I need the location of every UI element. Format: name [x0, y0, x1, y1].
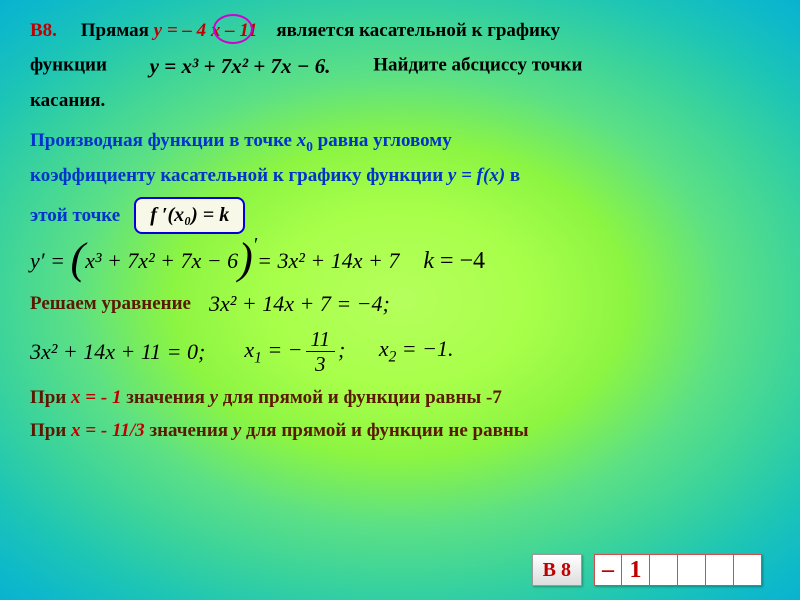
c2b: значения: [149, 420, 232, 441]
solve-row: Решаем уравнение 3x² + 14x + 7 = −4;: [30, 289, 770, 319]
answer-label: В 8: [532, 554, 582, 586]
solutions-line: 3x² + 14x + 11 = 0; x1 = −113; x2 = −1.: [30, 329, 770, 375]
derivative-lhs: y′ = ( x³ + 7x² + 7x − 6 ) ′ = 3x² + 14x…: [30, 248, 399, 274]
problem-text-2a: функции: [30, 54, 107, 75]
theory-line-1: Производная функции в точке x0 равна угл…: [30, 128, 770, 156]
deriv-inner: x³ + 7x² + 7x − 6: [85, 248, 238, 274]
c1-val: x = - 1: [71, 387, 121, 408]
problem-text-1a: Прямая: [81, 20, 149, 41]
k-num: = −4: [434, 248, 485, 274]
theory-text-1a: Производная функции в точке: [30, 130, 297, 151]
theory-text-2c: в: [510, 165, 520, 186]
tangent-line-equation: y = – 4 x – 11: [154, 20, 262, 41]
answer-cell-1[interactable]: 1: [622, 554, 650, 586]
derivative-equation: y′ = ( x³ + 7x² + 7x − 6 ) ′ = 3x² + 14x…: [30, 248, 770, 275]
x1-sc: ;: [338, 337, 345, 362]
answer-cell-4[interactable]: [706, 554, 734, 586]
theory-sub: 0: [306, 138, 313, 153]
problem-line-3: касания.: [30, 88, 770, 114]
c1y: y: [210, 387, 218, 408]
theory-line-3: этой точке f ′(x₀) = k: [30, 197, 770, 234]
theory-text-3: этой точке: [30, 203, 120, 229]
k-value: k = −4: [423, 248, 485, 275]
answer-cell-2[interactable]: [650, 554, 678, 586]
x1-den: 3: [310, 352, 331, 375]
c2-val: x = - 11/3: [71, 420, 145, 441]
x1-solution: x1 = −113;: [244, 329, 345, 375]
solve-eq1: 3x² + 14x + 7 = −4;: [209, 289, 390, 319]
c1c: для прямой и функции равны -7: [223, 387, 502, 408]
answer-cells: – 1: [594, 554, 762, 586]
answer-cell-5[interactable]: [734, 554, 762, 586]
problem-line-2: функции y = x³ + 7x² + 7x − 6. Найдите а…: [30, 52, 770, 80]
check-line-1: При x = - 1 значения y для прямой и функ…: [30, 385, 770, 411]
theory-x: x: [297, 130, 307, 151]
x1-num: 11: [306, 329, 335, 352]
check-line-2: При x = - 11/3 значения y для прямой и ф…: [30, 418, 770, 444]
answer-cell-0[interactable]: –: [594, 554, 622, 586]
c1a: При: [30, 387, 71, 408]
c2y: y: [233, 420, 241, 441]
problem-text-2b: Найдите абсциссу точки: [373, 54, 582, 75]
theory-text-1b: равна угловому: [318, 130, 452, 151]
solve-eq2: 3x² + 14x + 11 = 0;: [30, 339, 205, 365]
problem-line-1: B8. Прямая y = – 4 x – 11 является касат…: [30, 18, 770, 44]
problem-text-3: касания.: [30, 90, 105, 111]
function-formula: y = x³ + 7x² + 7x − 6.: [150, 52, 331, 80]
theory-fx: y = f(x): [448, 165, 505, 186]
problem-text-1b: является касательной к графику: [276, 20, 560, 41]
solve-label: Решаем уравнение: [30, 291, 191, 317]
deriv-rhs: = 3x² + 14x + 7: [257, 248, 399, 274]
problem-label: B8.: [30, 20, 57, 41]
answer-row: В 8 – 1: [532, 554, 762, 586]
k-label: k: [423, 248, 434, 274]
theory-text-2: коэффициенту касательной к графику функц…: [30, 165, 448, 186]
answer-cell-3[interactable]: [678, 554, 706, 586]
c2c: для прямой и функции не равны: [246, 420, 529, 441]
c2a: При: [30, 420, 71, 441]
x2-solution: x2 = −1.: [379, 336, 454, 366]
theory-line-2: коэффициенту касательной к графику функц…: [30, 163, 770, 189]
deriv-y: y′ =: [30, 248, 65, 274]
boxed-formula: f ′(x₀) = k: [134, 197, 245, 234]
c1b: значения: [126, 387, 209, 408]
